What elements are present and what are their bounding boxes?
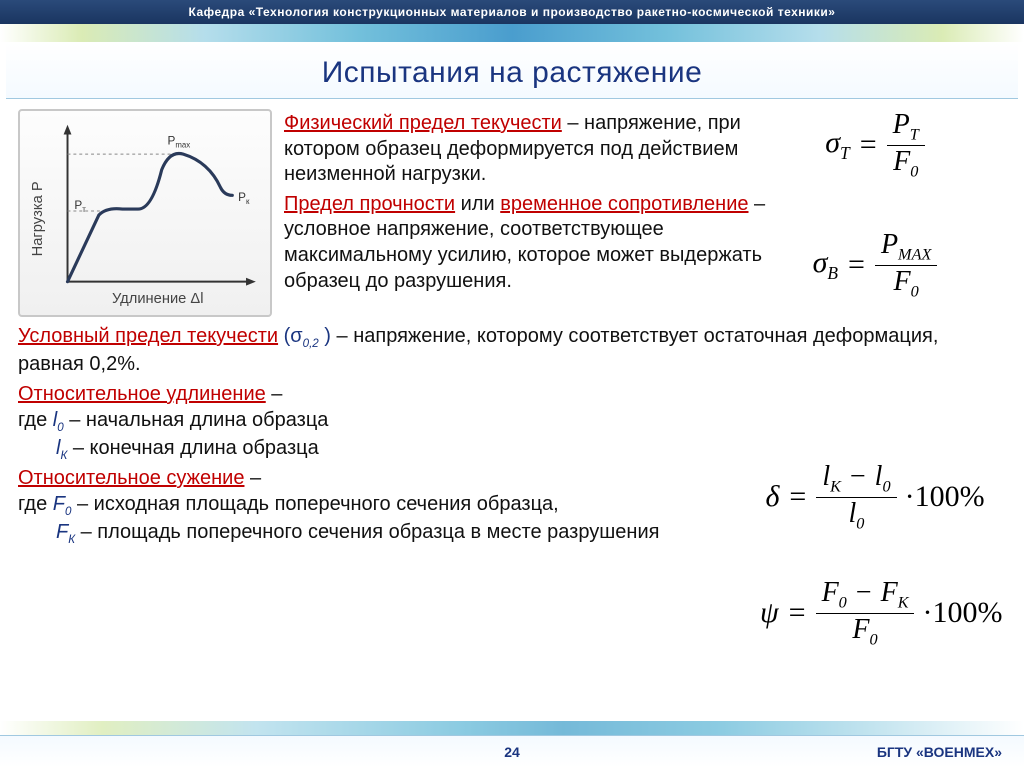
def-proof-stress: Условный предел текучести (σ0,2 ) – напр… [18,323,1006,377]
header-accent [0,24,1024,42]
formula-sigma-t: σT = PT F0 [760,110,990,180]
svg-text:Нагрузка P: Нагрузка P [30,181,46,256]
dept-header: Кафедра «Технология конструкционных мате… [0,0,1024,24]
term-yield: Физический предел текучести [284,112,562,134]
org-name: БГТУ «ВОЕНМЕХ» [877,744,1002,760]
term-ultimate: Предел прочности [284,193,455,215]
formula-delta: δ = lК − l0 l0 ·100% [760,462,990,532]
svg-text:Удлинение Δl: Удлинение Δl [112,291,204,307]
term-reduction: Относительное сужение [18,467,244,489]
def-elongation: Относительное удлинение – [18,381,1006,407]
elongation-lk: lК – конечная длина образца [18,435,1006,463]
def-ultimate: Предел прочности или временное сопротивл… [284,192,806,294]
formula-psi: ψ = F0 − FК F0 ·100% [760,578,990,648]
formula-sigma-b: σВ = PMAX F0 [760,230,990,300]
svg-text:Pк: Pк [238,191,250,206]
slide-title: Испытания на растяжение [6,42,1018,99]
term-proof: Условный предел текучести [18,325,278,347]
svg-text:Pmax: Pmax [168,134,191,149]
elongation-l0: где l0 – начальная длина образца [18,407,1006,435]
footer-accent [0,721,1024,735]
page-number: 24 [504,744,520,760]
def-yield-physical: Физический предел текучести – напряжение… [284,111,806,188]
footer-bar: 24 БГТУ «ВОЕНМЕХ» [0,735,1024,767]
svg-text:Pт: Pт [74,199,86,214]
stress-strain-graph: Нагрузка P Удлинение Δl Pт Pmax Pк [18,109,272,317]
term-temp-resist: временное сопротивление [500,193,748,215]
term-elongation: Относительное удлинение [18,383,266,405]
